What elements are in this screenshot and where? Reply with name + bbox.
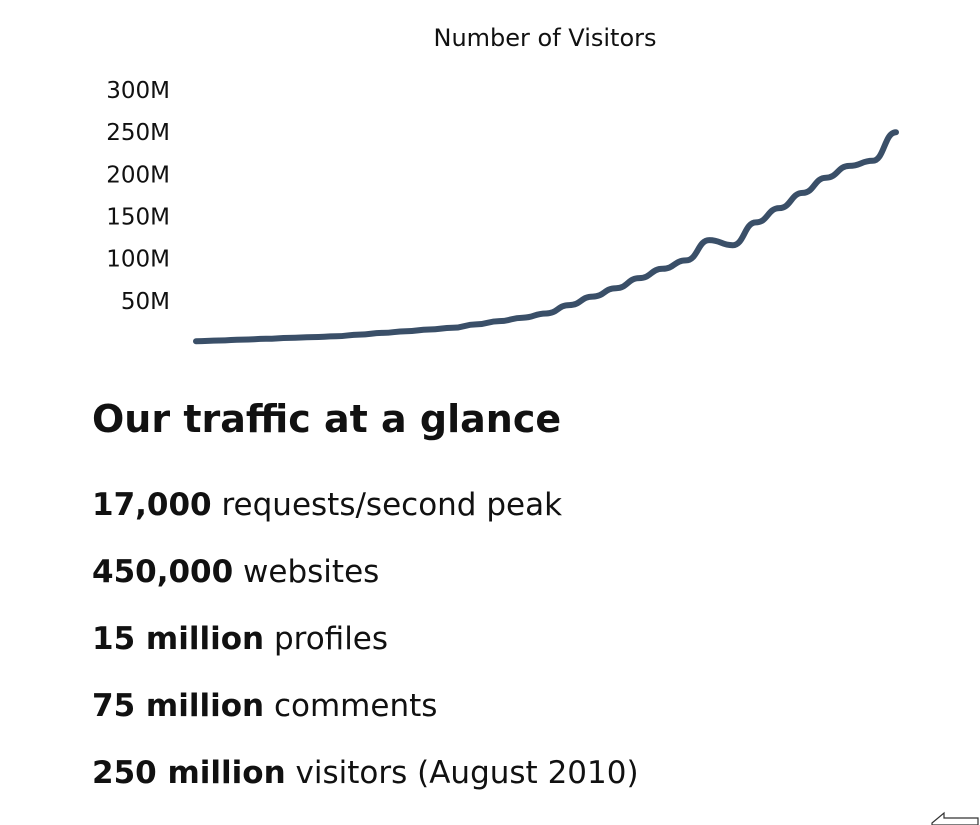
stat-value: 15 million xyxy=(92,621,265,657)
traffic-heading: Our traffic at a glance xyxy=(92,397,562,441)
stat-description: comments xyxy=(264,688,438,724)
y-axis-ticks: 50M 100M 150M 200M 250M 300M xyxy=(106,78,170,315)
stat-row: 17,000 requests/second peak xyxy=(92,480,639,547)
stat-description: profiles xyxy=(264,621,389,657)
stat-value: 75 million xyxy=(92,688,265,724)
traffic-stats-list: 17,000 requests/second peak 450,000 webs… xyxy=(92,480,639,815)
stat-value: 17,000 xyxy=(92,487,212,523)
y-tick-label: 150M xyxy=(106,205,170,231)
visitors-chart: Number of Visitors 50M 100M 150M 200M 250M 30… xyxy=(106,24,899,345)
y-tick-label: 100M xyxy=(106,247,170,273)
stat-description: visitors (August 2010) xyxy=(285,755,639,791)
y-tick-label: 250M xyxy=(106,120,170,146)
y-tick-label: 50M xyxy=(121,289,170,315)
stat-row: 75 million comments xyxy=(92,681,639,748)
stat-description: requests/second peak xyxy=(211,487,563,523)
chart-title: Number of Visitors xyxy=(434,24,657,52)
stat-description: websites xyxy=(233,554,380,590)
stat-value: 450,000 xyxy=(92,554,234,590)
stat-row: 15 million profiles xyxy=(92,614,639,681)
stat-row: 450,000 websites xyxy=(92,547,639,614)
chart-series xyxy=(193,129,899,345)
y-tick-label: 200M xyxy=(106,162,170,188)
cursor-arrow-icon xyxy=(931,811,979,825)
visitors-series-line xyxy=(193,129,899,345)
y-tick-label: 300M xyxy=(106,78,170,104)
stat-value: 250 million xyxy=(92,755,286,791)
stat-row: 250 million visitors (August 2010) xyxy=(92,748,639,815)
